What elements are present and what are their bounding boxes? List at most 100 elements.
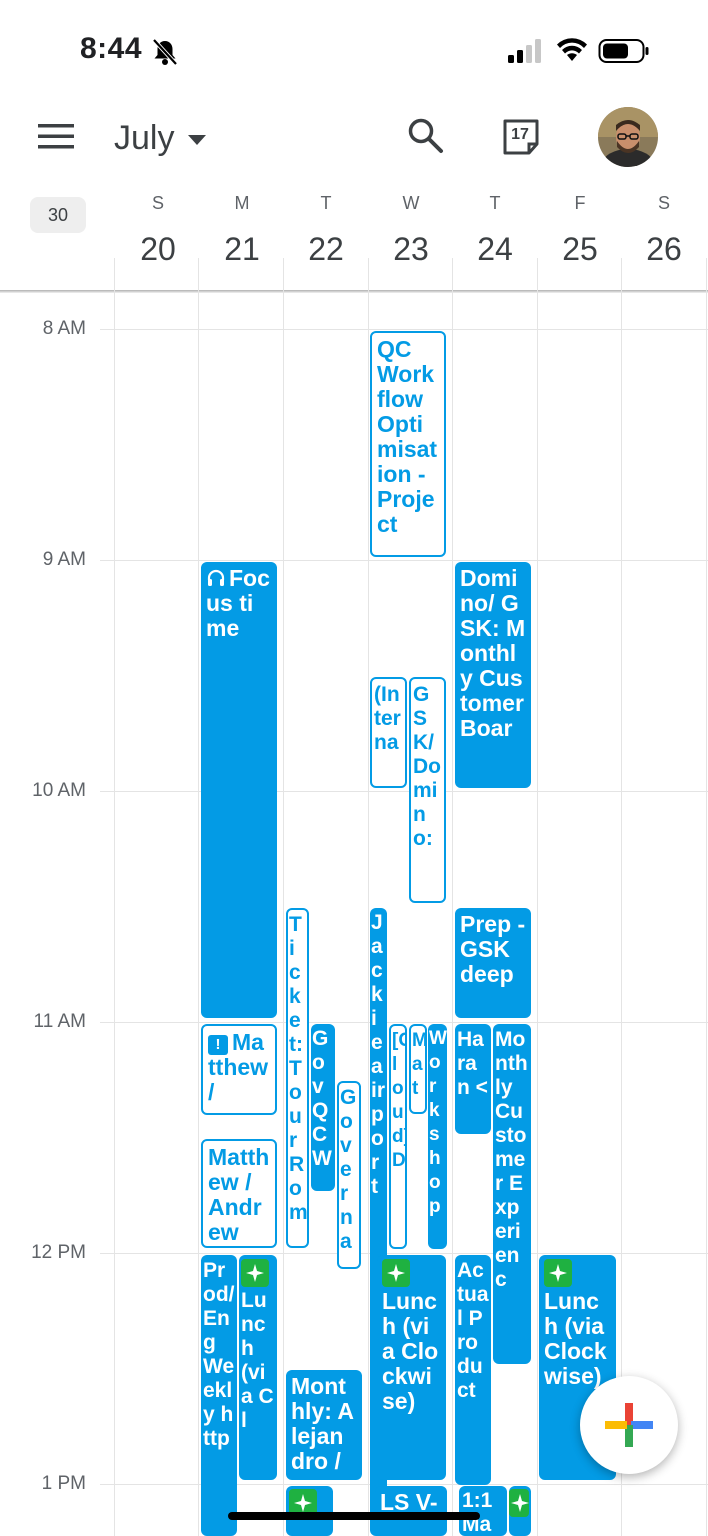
event-title: Governa xyxy=(340,1086,357,1253)
hour-line xyxy=(100,1022,708,1023)
event-govqcw[interactable]: GovQCW xyxy=(311,1024,335,1191)
event-title: Lunch (via Cl xyxy=(241,1289,274,1432)
caret-down-icon xyxy=(188,135,207,145)
day-header-fri[interactable]: F 25 xyxy=(538,190,622,268)
signal-icon xyxy=(508,39,541,63)
event-title: Monthly: Alejandro / xyxy=(291,1373,355,1474)
day-divider xyxy=(452,258,453,1536)
sparkle-icon xyxy=(544,1259,572,1287)
day-of-week: M xyxy=(234,193,250,213)
event-title: Prep - GSK deep xyxy=(460,911,526,987)
hour-label: 10 AM xyxy=(32,780,86,801)
battery-icon xyxy=(598,39,649,63)
create-event-button[interactable] xyxy=(580,1376,678,1474)
hour-line xyxy=(100,1253,708,1254)
day-header-tue[interactable]: T 22 xyxy=(284,190,368,268)
header-divider xyxy=(0,290,708,293)
search-icon[interactable] xyxy=(406,116,444,154)
event-title: Matthew / Andrew xyxy=(208,1144,270,1245)
event-title: Lunch (via Clockwise) xyxy=(382,1288,439,1414)
event-one-on-one[interactable]: 1:1 Ma xyxy=(459,1486,507,1536)
event-monthly-customer-experience[interactable]: Monthly Customer Experienc xyxy=(493,1024,531,1364)
day-divider xyxy=(537,258,538,1536)
event-focus-time[interactable]: Focus time xyxy=(201,562,277,1018)
day-header-sun[interactable]: S 20 xyxy=(116,190,200,268)
day-divider xyxy=(283,258,284,1536)
event-lunch-tue[interactable] xyxy=(286,1486,333,1536)
event-title: GSK/Domino: xyxy=(413,683,441,850)
event-title: (Interna xyxy=(374,683,401,754)
day-number: 22 xyxy=(308,231,344,267)
event-title: Focus time xyxy=(206,565,270,641)
event-title: Prod/Eng Weekly http xyxy=(203,1259,235,1450)
hour-line xyxy=(100,791,708,792)
day-number: 21 xyxy=(224,231,260,267)
hour-label: 1 PM xyxy=(41,1473,86,1494)
event-monthly-alejandro[interactable]: Monthly: Alejandro / xyxy=(286,1370,362,1480)
day-number: 26 xyxy=(646,231,682,267)
event-lunch-wed[interactable]: Lunch (via Clockwise) xyxy=(377,1255,446,1480)
day-header-sat[interactable]: S 26 xyxy=(622,190,706,268)
day-header-wed[interactable]: W 23 xyxy=(369,190,453,268)
alert-icon: ! xyxy=(208,1035,228,1055)
event-mat[interactable]: Mat xyxy=(409,1024,427,1114)
event-governa[interactable]: Governa xyxy=(337,1081,361,1269)
event-title: LS V- xyxy=(380,1489,438,1515)
month-label: July xyxy=(114,118,175,157)
day-of-week: T xyxy=(489,193,501,213)
event-lunch-thu[interactable] xyxy=(509,1486,531,1536)
event-title: Monthly Customer Experienc xyxy=(495,1028,528,1291)
hour-line xyxy=(100,1484,708,1485)
event-prod-eng-weekly[interactable]: Prod/Eng Weekly http xyxy=(201,1255,237,1536)
event-title: Actual Product xyxy=(457,1259,489,1402)
day-header-thu[interactable]: T 24 xyxy=(453,190,537,268)
event-actual-product[interactable]: Actual Product xyxy=(455,1255,491,1485)
event-title: Matthew / xyxy=(208,1029,269,1105)
event-ls[interactable]: LS V- xyxy=(375,1486,447,1536)
event-title: Workshop xyxy=(429,1028,447,1217)
sparkle-icon xyxy=(382,1259,410,1287)
day-of-week: T xyxy=(320,193,332,213)
today-number: 17 xyxy=(511,126,529,143)
hour-line xyxy=(100,329,708,330)
event-internal[interactable]: (Interna xyxy=(370,677,407,788)
event-title: Lunch (via Clockwise) xyxy=(544,1288,607,1389)
day-of-week: F xyxy=(574,193,586,213)
day-divider xyxy=(706,258,707,1536)
day-divider xyxy=(114,258,115,1536)
bell-slash-icon xyxy=(152,38,178,66)
month-dropdown[interactable]: July xyxy=(114,116,207,160)
event-qc-workflow[interactable]: QC Workflow Optimisation - Project xyxy=(370,331,446,557)
day-divider xyxy=(198,258,199,1536)
week-number-badge: 30 xyxy=(30,197,86,233)
avatar[interactable] xyxy=(598,107,658,167)
event-gsk-domino[interactable]: GSK/Domino: xyxy=(409,677,446,903)
event-title: Mat xyxy=(412,1030,427,1099)
event-title: GovQCW xyxy=(312,1027,332,1170)
menu-icon[interactable] xyxy=(38,122,74,150)
day-number: 20 xyxy=(140,231,176,267)
home-indicator xyxy=(228,1512,480,1520)
hour-label: 8 AM xyxy=(42,318,86,339)
event-matthew-andrew[interactable]: Matthew / Andrew xyxy=(201,1139,277,1248)
day-of-week: S xyxy=(657,193,670,213)
day-number: 24 xyxy=(477,231,513,267)
event-prep-gsk[interactable]: Prep - GSK deep xyxy=(455,908,531,1018)
event-haran[interactable]: Haran < xyxy=(455,1024,491,1134)
day-of-week: S xyxy=(151,193,164,213)
event-workshop[interactable]: Workshop xyxy=(428,1024,447,1249)
event-ticket-tour[interactable]: Ticket:Tour Rom xyxy=(286,908,309,1248)
day-number: 25 xyxy=(562,231,598,267)
day-header-mon[interactable]: M 21 xyxy=(200,190,284,268)
headphones-icon xyxy=(207,569,225,586)
event-cloud[interactable]: [Cloud] D xyxy=(389,1024,407,1249)
event-matthew[interactable]: ! Matthew / xyxy=(201,1024,277,1115)
event-lunch-mon[interactable]: Lunch (via Cl xyxy=(239,1255,277,1480)
event-domino-gsk[interactable]: Domino/ GSK: Monthly Customer Boar xyxy=(455,562,531,788)
sparkle-icon xyxy=(241,1259,269,1287)
hour-line xyxy=(100,560,708,561)
event-title: Jackie airport xyxy=(371,911,386,1198)
hour-label: 12 PM xyxy=(31,1242,86,1263)
day-divider xyxy=(621,258,622,1536)
today-icon[interactable]: 17 xyxy=(502,116,542,156)
